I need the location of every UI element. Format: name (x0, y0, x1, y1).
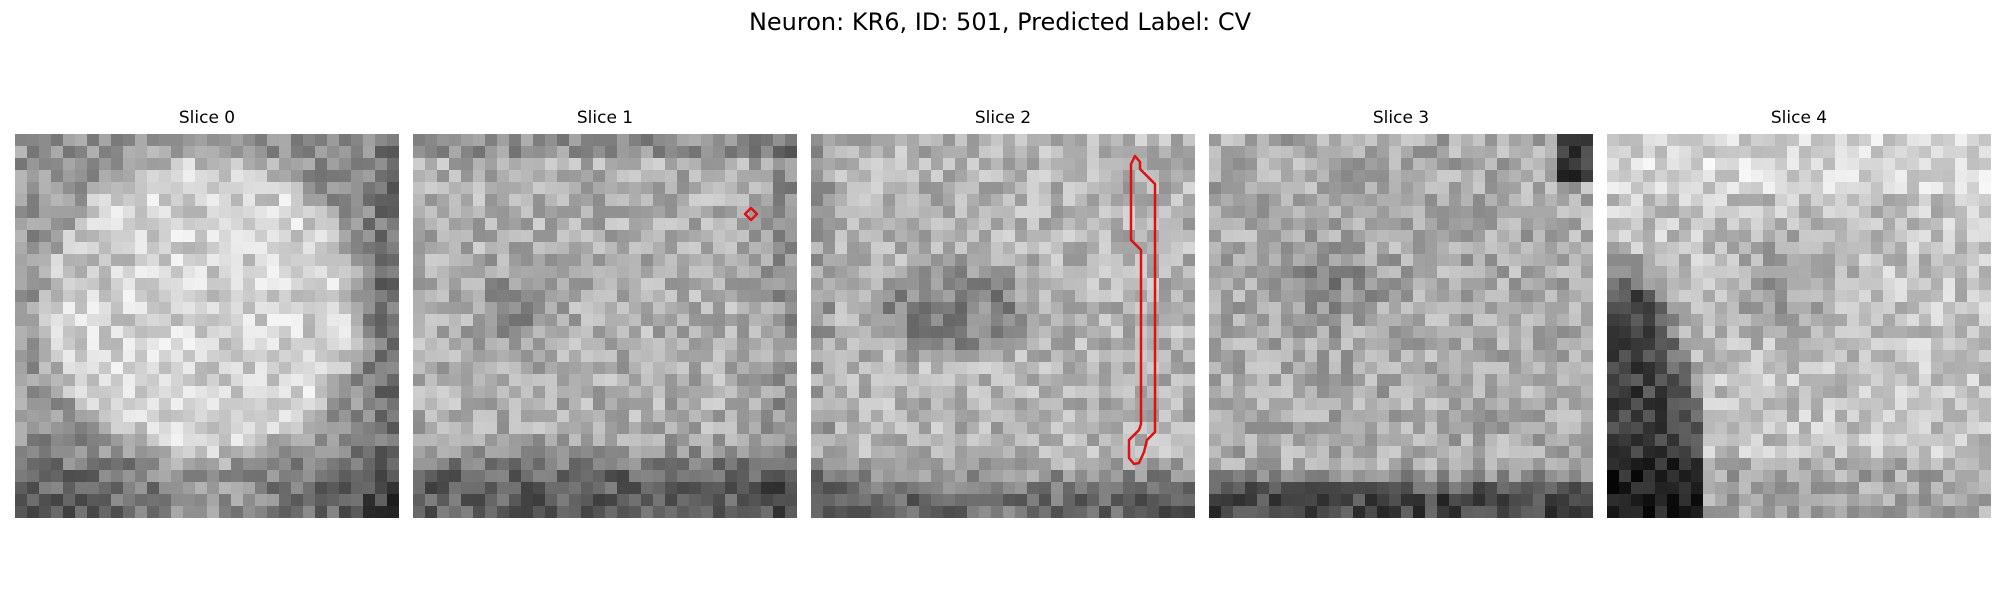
slice-panel-1: Slice 1 (413, 106, 797, 518)
slice-panel-3: Slice 3 (1209, 106, 1593, 518)
slice-panel-2: Slice 2 (811, 106, 1195, 518)
figure-title: Neuron: KR6, ID: 501, Predicted Label: C… (748, 8, 1252, 36)
slice-title: Slice 2 (974, 108, 1032, 128)
roi-contour-outline (743, 206, 759, 222)
slice-title: Slice 1 (576, 108, 634, 128)
grayscale-slice-image (1607, 134, 1991, 518)
slice-title: Slice 4 (1770, 108, 1828, 128)
slice-panel-4: Slice 4 (1607, 106, 1991, 518)
grayscale-slice-image (811, 134, 1195, 518)
grayscale-slice-image (15, 134, 399, 518)
slice-panel-0: Slice 0 (15, 106, 399, 518)
slice-title: Slice 0 (178, 108, 236, 128)
grayscale-slice-image (1209, 134, 1593, 518)
grayscale-slice-image (413, 134, 797, 518)
slice-title: Slice 3 (1372, 108, 1430, 128)
roi-contour-outline (1127, 154, 1157, 466)
